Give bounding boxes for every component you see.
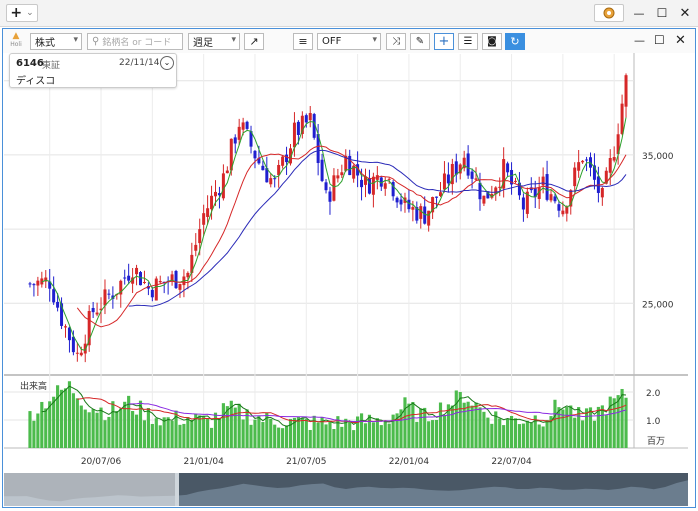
asset-type-value: 株式 xyxy=(35,38,55,49)
minimize-button[interactable]: — xyxy=(628,4,650,22)
trend-line-button[interactable]: ↗ xyxy=(244,33,264,50)
camera-icon: ◙ xyxy=(487,36,497,47)
close-button[interactable]: ✕ xyxy=(674,4,696,22)
crosshair-button[interactable]: + xyxy=(434,33,454,50)
arrow-up-right-icon: ↗ xyxy=(249,35,259,48)
search-icon: ⚲ xyxy=(92,36,100,47)
plus-icon: + xyxy=(10,5,23,21)
indicator-value: OFF xyxy=(322,36,342,47)
maximize-icon: ☐ xyxy=(654,33,665,47)
chevron-down-icon: ▾ xyxy=(73,35,78,45)
app-topbar: + ⌄ — ☐ ✕ xyxy=(0,0,698,27)
list-icon: ≡ xyxy=(298,35,308,48)
window-minimize-button[interactable]: — xyxy=(634,34,645,47)
pencil-icon: ✎ xyxy=(415,36,425,47)
search-placeholder: 銘柄名 or コード xyxy=(102,38,172,48)
stock-market: 東証 xyxy=(42,61,61,71)
chart-toolbar: ▲ Holi 株式 ▾ ⚲ 銘柄名 or コード 週足 ▾ ↗ ≡ OFF ▾ … xyxy=(3,29,695,53)
asset-type-select[interactable]: 株式 ▾ xyxy=(30,33,82,50)
stock-name: ディスコ xyxy=(16,76,56,87)
settings-list-button[interactable]: ☰ xyxy=(458,33,478,50)
close-icon: ✕ xyxy=(679,5,691,21)
period-select[interactable]: 週足 ▾ xyxy=(188,33,240,50)
refresh-button[interactable]: ↻ xyxy=(505,33,525,50)
flame-icon: ▲ xyxy=(12,31,20,41)
minimize-icon: — xyxy=(633,6,645,20)
close-icon: ✕ xyxy=(675,33,686,48)
screenshot-button[interactable]: ◙ xyxy=(482,33,502,50)
stock-info-box: 6146 東証 22/11/14 ⌄ ディスコ xyxy=(9,53,177,88)
chevron-down-icon: ▾ xyxy=(231,35,236,45)
refresh-icon: ↻ xyxy=(510,35,520,48)
chevron-down-icon: ⌄ xyxy=(26,8,34,18)
logo-label: Holi xyxy=(10,41,22,48)
indicator-select[interactable]: OFF ▾ xyxy=(317,33,381,50)
period-value: 週足 xyxy=(193,38,213,49)
maximize-button[interactable]: ☐ xyxy=(651,4,673,22)
gear-icon xyxy=(603,7,615,19)
minimize-icon: — xyxy=(634,34,645,47)
shuffle-icon: ⤨ xyxy=(392,36,400,47)
search-input[interactable]: ⚲ 銘柄名 or コード xyxy=(87,33,183,50)
shuffle-button[interactable]: ⤨ xyxy=(386,33,406,50)
chart-window: ▲ Holi 株式 ▾ ⚲ 銘柄名 or コード 週足 ▾ ↗ ≡ OFF ▾ … xyxy=(2,28,696,508)
collapse-button[interactable]: ⌄ xyxy=(160,56,174,70)
sliders-icon: ☰ xyxy=(463,36,473,47)
chevron-down-icon: ▾ xyxy=(372,35,377,45)
stock-code: 6146 xyxy=(16,58,44,69)
window-maximize-button[interactable]: ☐ xyxy=(654,33,665,47)
crosshair-icon: + xyxy=(438,34,450,49)
draw-button[interactable]: ✎ xyxy=(410,33,430,50)
stock-date: 22/11/14 xyxy=(119,58,160,68)
app-logo: ▲ Holi xyxy=(7,32,25,52)
settings-button[interactable] xyxy=(594,4,624,22)
window-close-button[interactable]: ✕ xyxy=(675,33,686,48)
sort-button[interactable]: ≡ xyxy=(293,33,313,50)
maximize-icon: ☐ xyxy=(656,6,668,20)
add-chart-button[interactable]: + ⌄ xyxy=(6,4,38,22)
